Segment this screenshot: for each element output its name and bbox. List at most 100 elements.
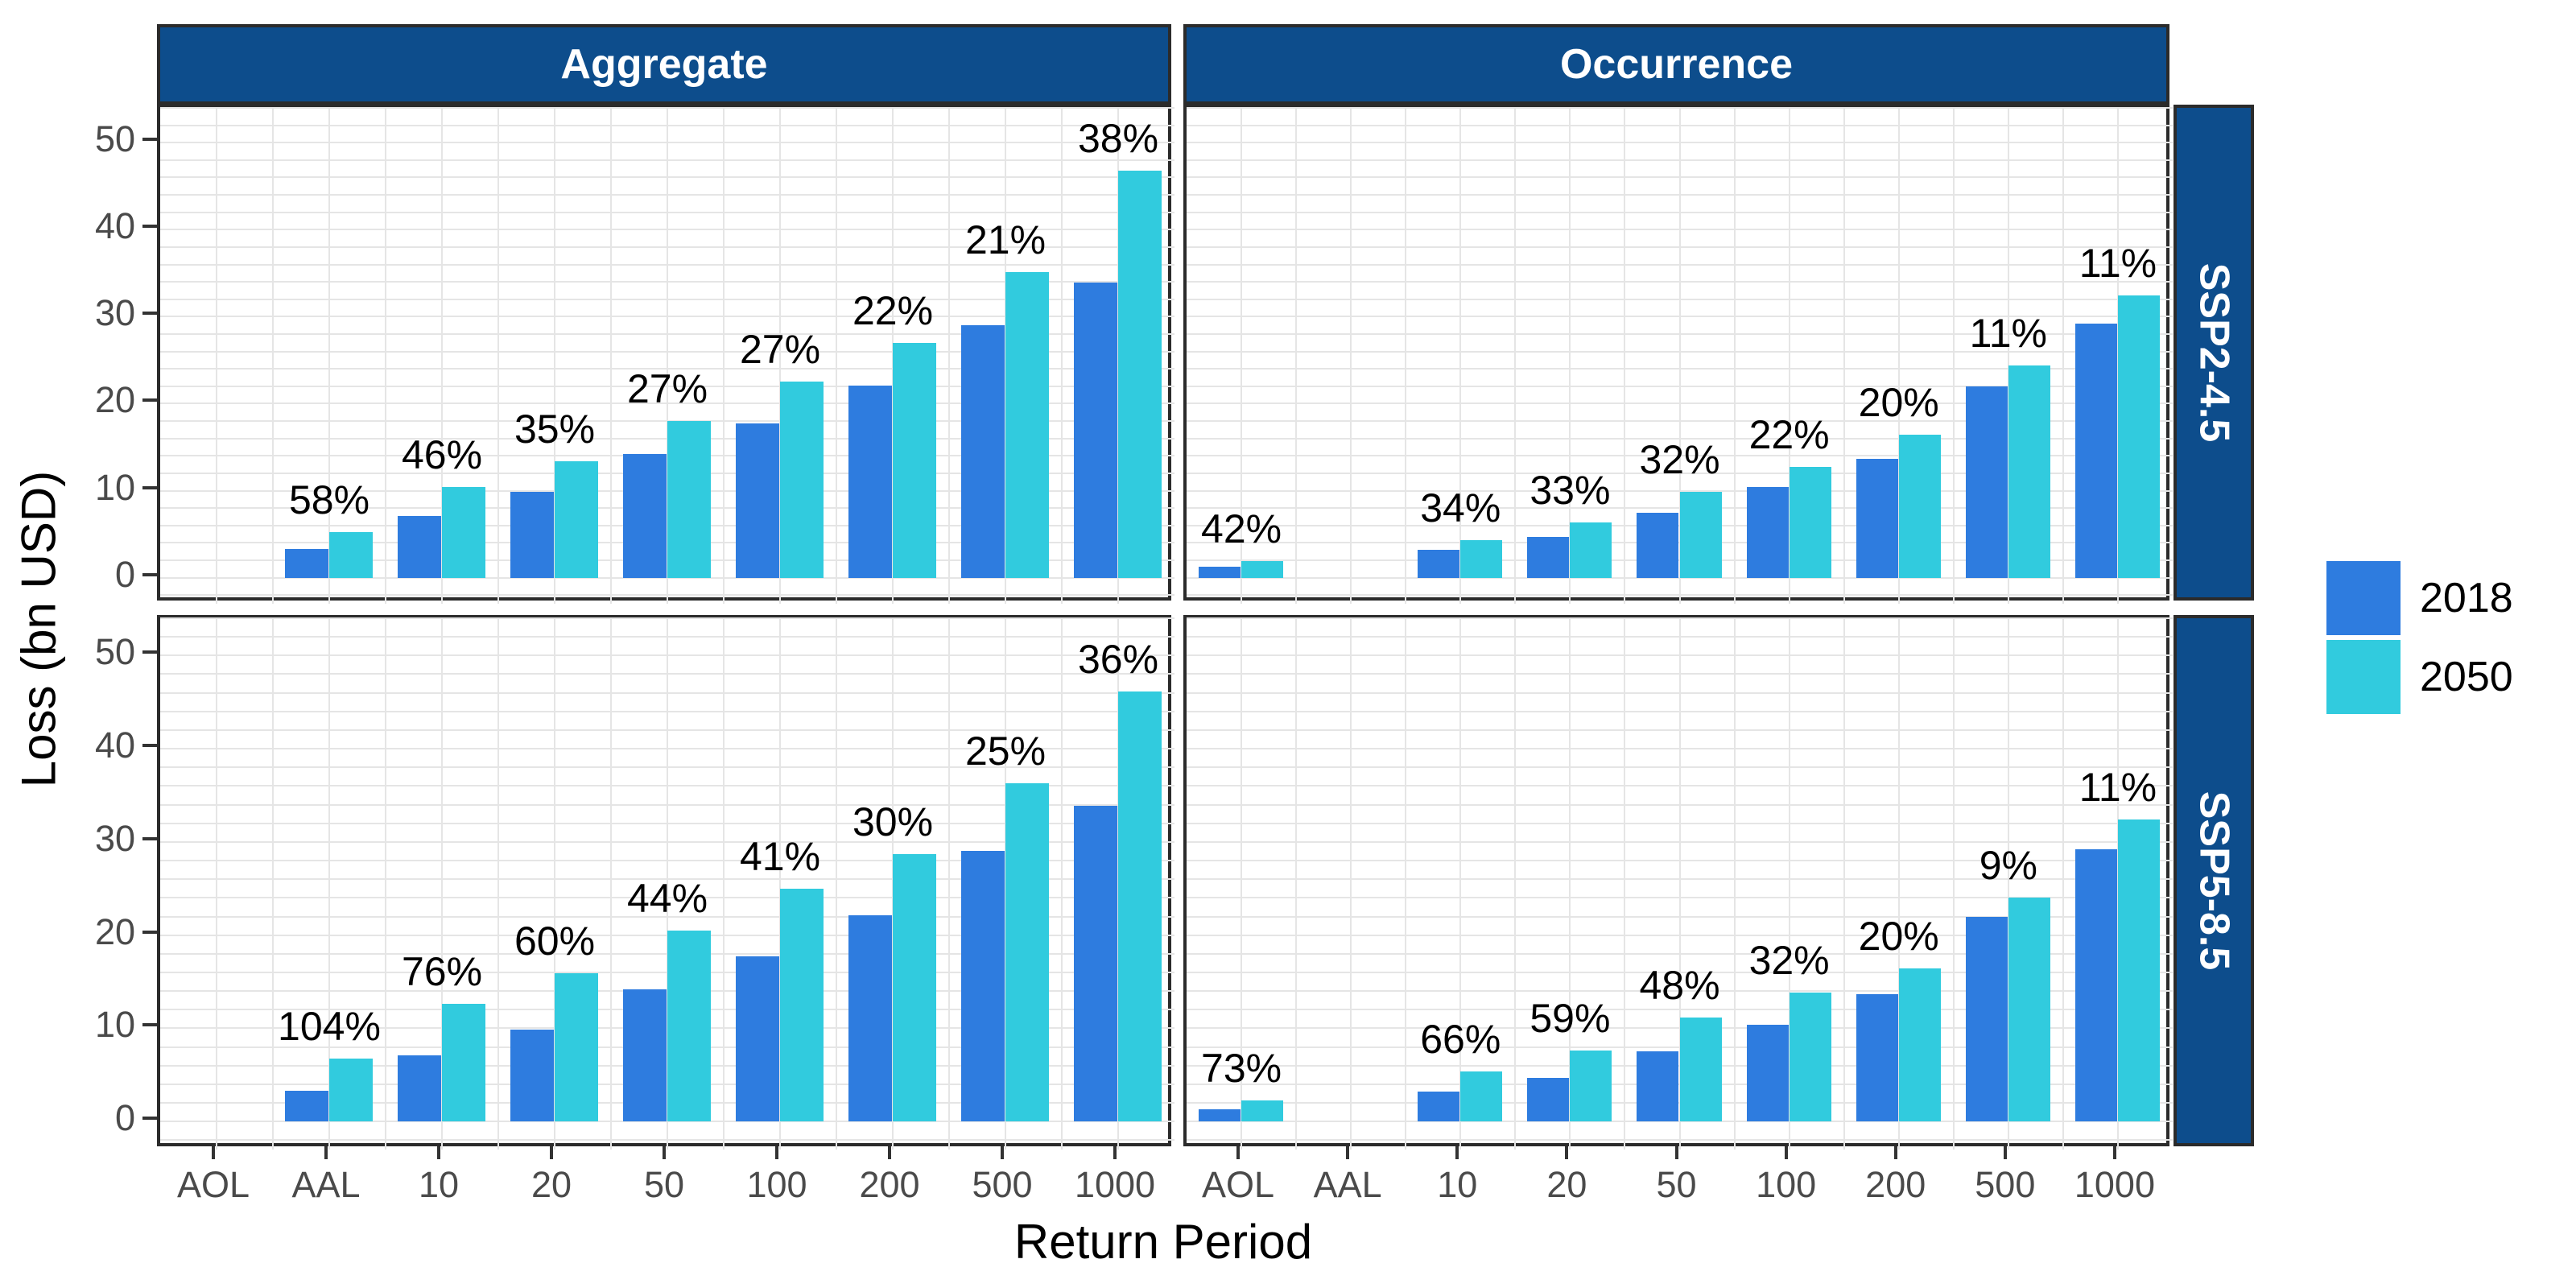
x-axis-tick — [1346, 1146, 1350, 1159]
bar-2050-20 — [1570, 1051, 1612, 1122]
bar-2018-10 — [398, 1055, 441, 1122]
legend-entry-2018: 2018 — [2326, 561, 2568, 635]
x-axis-tick — [2003, 1146, 2007, 1159]
bar-2050-AAL — [329, 1058, 373, 1122]
bar-2050-10 — [442, 487, 485, 578]
x-axis-tick — [888, 1146, 891, 1159]
bar-2018-200 — [1856, 993, 1898, 1122]
x-axis-tick — [550, 1146, 553, 1159]
bar-2050-100 — [780, 382, 824, 578]
y-axis-tick — [142, 836, 157, 840]
pct-label-20: 60% — [514, 919, 596, 964]
gridline-v — [667, 618, 668, 1150]
facet-strip-aggregate: Aggregate — [157, 24, 1171, 105]
gridline-v — [554, 108, 555, 604]
x-tick-label: 1000 — [1074, 1164, 1156, 1205]
panel-occurrence-ssp5-8-5: 73% 66% 59% 48% 32% 20% 9% 11% — [1183, 615, 2173, 1150]
y-tick-label: 50 — [94, 118, 135, 160]
gridline-v — [779, 108, 781, 604]
gridline-v — [441, 108, 443, 604]
pct-label-50: 44% — [626, 875, 708, 921]
gridline-v — [385, 618, 386, 1150]
gridline-v — [1678, 108, 1681, 604]
bar-2018-50 — [623, 454, 667, 578]
pct-label-10: 76% — [401, 949, 483, 995]
y-axis-tick — [142, 138, 157, 142]
x-tick-label: 1000 — [2074, 1164, 2155, 1205]
pct-label-AOL: 42% — [1201, 506, 1282, 552]
pct-label-200: 30% — [852, 799, 934, 844]
bar-2050-500 — [2008, 365, 2050, 578]
gridline-v — [1061, 108, 1063, 604]
pct-label-100: 22% — [1748, 412, 1830, 458]
pct-label-100: 27% — [739, 327, 821, 373]
bar-2050-200 — [893, 853, 936, 1122]
x-axis-tick — [1893, 1146, 1897, 1159]
gridline-v — [1624, 618, 1626, 1150]
bar-2050-200 — [1898, 435, 1941, 578]
gridline-v — [1514, 618, 1517, 1150]
bar-2018-100 — [736, 423, 779, 578]
bar-2018-1000 — [1074, 805, 1117, 1122]
gridline-v — [1624, 108, 1626, 604]
x-tick-label: 20 — [530, 1164, 572, 1205]
gridline-v — [1952, 108, 1955, 604]
x-axis-tick — [1236, 1146, 1241, 1159]
gridline-v — [216, 108, 217, 604]
legend-label-2050: 2050 — [2420, 654, 2513, 700]
bar-2050-AOL — [1241, 561, 1284, 578]
gridline-v — [1241, 618, 1243, 1150]
y-tick-label: 50 — [94, 631, 135, 673]
bar-2018-50 — [1637, 1051, 1679, 1122]
gridline-v — [1295, 618, 1298, 1150]
bar-2018-100 — [736, 956, 779, 1122]
y-axis-tick — [142, 930, 157, 934]
x-tick-label: 20 — [1546, 1164, 1587, 1205]
bar-2050-50 — [1679, 491, 1722, 578]
bar-2018-20 — [1527, 536, 1570, 578]
facet-strip-ssp5-label: SSP5-8.5 — [2190, 791, 2238, 971]
bar-2018-10 — [1418, 549, 1460, 578]
gridline-v — [2007, 618, 2009, 1150]
gridline-v — [1788, 108, 1790, 604]
pct-label-1000: 11% — [2079, 241, 2157, 287]
gridline-v — [2062, 618, 2064, 1150]
pct-label-200: 20% — [1858, 380, 1939, 426]
facet-strip-ssp5: SSP5-8.5 — [2174, 615, 2254, 1146]
pct-label-500: 11% — [1969, 310, 2048, 356]
bar-2018-50 — [1637, 512, 1679, 578]
facet-strip-occurrence: Occurrence — [1183, 24, 2169, 105]
bar-2050-10 — [1460, 540, 1503, 578]
bar-2018-AAL — [285, 1091, 328, 1122]
bar-2050-500 — [2008, 898, 2050, 1122]
panel-aggregate-ssp5-8-5: 104% 76% 60% 44% 41% 30% 25% 36% — [157, 615, 1174, 1150]
bar-2050-1000 — [1118, 691, 1162, 1122]
gridline-v — [1295, 108, 1298, 604]
x-axis-tick — [2112, 1146, 2116, 1159]
legend-label-2018: 2018 — [2420, 575, 2513, 621]
bar-2018-500 — [961, 851, 1005, 1122]
pct-label-1000: 36% — [1077, 637, 1159, 683]
y-tick-label: 20 — [94, 379, 135, 421]
pct-label-20: 35% — [514, 406, 596, 452]
x-tick-label: 200 — [859, 1164, 920, 1205]
y-tick-label: 0 — [114, 553, 135, 595]
y-axis-tick — [142, 1023, 157, 1027]
x-tick-label: 10 — [418, 1164, 460, 1205]
gridline-v — [1405, 618, 1407, 1150]
gridline-v — [1733, 108, 1736, 604]
bar-2018-500 — [961, 325, 1005, 578]
bar-2018-200 — [1856, 458, 1898, 578]
y-axis-tick — [142, 572, 157, 576]
bar-2018-500 — [1965, 386, 2008, 578]
gridline-v — [328, 618, 330, 1150]
gridline-v — [1350, 108, 1352, 604]
bar-2050-50 — [1679, 1017, 1722, 1122]
bar-2018-1000 — [2074, 849, 2117, 1122]
gridline-v — [723, 618, 724, 1150]
x-tick-label: 100 — [1756, 1164, 1817, 1205]
x-tick-label: 10 — [1437, 1164, 1478, 1205]
bar-2050-100 — [1789, 993, 1831, 1122]
bar-2050-AOL — [1241, 1100, 1284, 1122]
